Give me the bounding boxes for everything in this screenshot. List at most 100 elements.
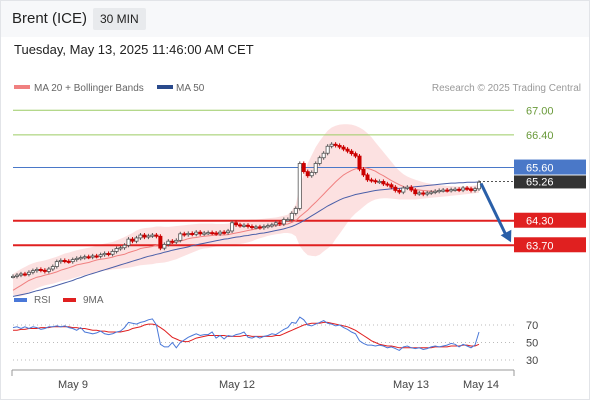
candle — [102, 253, 107, 256]
candle — [305, 171, 310, 177]
candle — [146, 235, 151, 238]
candle — [90, 255, 95, 258]
candle — [409, 186, 414, 191]
candle — [369, 179, 374, 182]
candle — [26, 271, 31, 275]
candle — [110, 251, 115, 255]
candle — [222, 231, 227, 234]
candle — [22, 273, 27, 276]
candle — [158, 235, 163, 249]
candle — [253, 226, 258, 229]
candle — [465, 187, 470, 190]
candle — [361, 168, 366, 176]
candle — [174, 239, 179, 243]
rsi-legend-label: RSI — [34, 295, 51, 306]
chart-header: Brent (ICE) 30 MIN — [1, 1, 589, 37]
candle — [226, 230, 231, 233]
candle — [170, 240, 175, 243]
candle — [457, 188, 462, 191]
ma20-legend-label: MA 20 + Bollinger Bands — [34, 83, 144, 94]
candle — [433, 190, 438, 193]
candle — [30, 270, 35, 273]
rsi-ma-line — [13, 321, 480, 349]
candle — [142, 234, 147, 238]
candle — [365, 174, 370, 181]
ma20-legend-swatch — [14, 85, 30, 89]
candle — [54, 261, 59, 267]
candle — [301, 163, 306, 173]
candle — [214, 232, 219, 235]
level-label: 66.40 — [526, 130, 554, 142]
ma20-line — [12, 166, 480, 291]
candle — [261, 226, 266, 229]
candle — [469, 188, 474, 191]
rsi-ma-legend-label: 9MA — [83, 295, 104, 306]
candle — [166, 240, 171, 245]
ma50-legend-swatch — [157, 85, 173, 89]
ma50-legend-label: MA 50 — [176, 83, 205, 94]
candle — [257, 226, 262, 229]
candle — [413, 189, 418, 195]
candle — [349, 150, 354, 155]
timeframe-button[interactable]: 30 MIN — [93, 8, 146, 30]
candle — [441, 189, 446, 192]
candle — [194, 231, 199, 235]
candle — [94, 255, 99, 258]
candle — [325, 145, 330, 154]
candle — [437, 190, 442, 193]
candle — [249, 226, 254, 229]
candle — [389, 184, 394, 188]
candle — [393, 186, 398, 191]
candle — [14, 274, 19, 277]
level-label: 64.30 — [526, 216, 554, 228]
candle — [317, 157, 322, 164]
candle — [453, 188, 458, 191]
candle — [341, 146, 346, 150]
candle — [234, 222, 239, 226]
ma50-line — [12, 181, 480, 297]
x-tick-label: May 12 — [219, 379, 255, 391]
candle — [78, 257, 83, 260]
candle — [473, 188, 478, 191]
candle — [46, 268, 51, 272]
candle — [421, 192, 426, 195]
candle — [381, 181, 386, 185]
candle — [74, 257, 79, 260]
bollinger-band — [13, 124, 479, 297]
candle — [178, 233, 183, 241]
candle — [333, 143, 338, 146]
level-price-tag — [514, 159, 586, 175]
x-tick-label: May 13 — [393, 379, 429, 391]
candle — [297, 163, 302, 209]
rsi-ma-legend-swatch — [63, 298, 76, 302]
candle — [62, 260, 67, 263]
candle — [265, 225, 270, 228]
candle — [273, 222, 278, 226]
candle — [70, 259, 75, 263]
candle — [377, 181, 382, 184]
candle — [281, 219, 286, 225]
candle — [98, 254, 103, 257]
candle — [58, 260, 63, 263]
rsi-tick-label: 70 — [526, 320, 538, 332]
rsi-line — [12, 316, 480, 351]
candle — [106, 253, 111, 256]
candle — [134, 237, 139, 242]
candle — [126, 238, 131, 246]
instrument-title: Brent (ICE) — [12, 10, 88, 27]
rsi-legend-swatch — [14, 298, 27, 302]
candle — [245, 224, 250, 227]
candle — [293, 208, 298, 214]
candle — [34, 269, 39, 272]
forecast-arrow-shaft — [479, 182, 509, 238]
candle — [461, 187, 466, 191]
candle — [202, 232, 207, 235]
candle — [206, 232, 211, 235]
candle — [38, 269, 43, 272]
candle — [285, 219, 290, 222]
candle — [198, 231, 203, 235]
candle — [242, 224, 247, 227]
candle — [269, 224, 274, 227]
forecast-arrow-head — [500, 229, 512, 243]
candle — [309, 172, 314, 177]
